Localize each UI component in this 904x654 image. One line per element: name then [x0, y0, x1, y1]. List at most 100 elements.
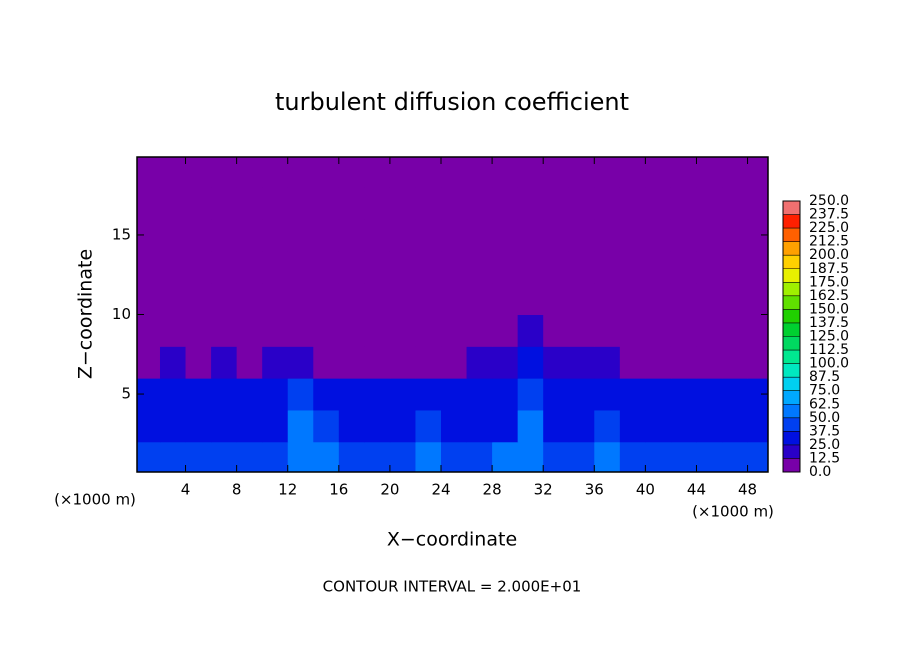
cell	[287, 378, 314, 411]
cell	[517, 378, 544, 411]
cell	[338, 250, 365, 284]
cell	[568, 378, 595, 411]
cell	[747, 409, 768, 443]
cell	[185, 250, 212, 284]
colorbar-label: 25.0	[809, 437, 840, 453]
cell	[722, 346, 749, 379]
cell	[619, 409, 646, 443]
colorbar-label: 200.0	[809, 247, 849, 263]
cell	[313, 250, 340, 284]
cell	[722, 219, 749, 252]
cell	[287, 346, 314, 379]
cell	[645, 314, 672, 347]
cell	[262, 378, 289, 411]
cell	[185, 157, 212, 188]
cell	[543, 409, 570, 443]
cell	[185, 409, 212, 443]
cell	[568, 441, 595, 472]
cell	[441, 157, 468, 188]
colorbar-swatch	[783, 458, 800, 472]
cell	[313, 409, 340, 443]
cell	[137, 441, 161, 472]
cell	[645, 219, 672, 252]
x-tick-label: 48	[738, 481, 757, 499]
cell	[466, 314, 493, 347]
cell	[338, 314, 365, 347]
cell	[364, 157, 391, 188]
cell	[543, 314, 570, 347]
cell	[137, 314, 161, 347]
colorbar-label: 137.5	[809, 315, 849, 331]
cell	[262, 314, 289, 347]
x-tick-label: 40	[636, 481, 655, 499]
colorbar-label: 87.5	[809, 369, 840, 385]
cell	[159, 282, 187, 315]
cell	[364, 441, 391, 472]
cell	[517, 187, 544, 220]
cell	[594, 409, 621, 443]
cell	[492, 378, 519, 411]
colorbar-label: 62.5	[809, 396, 840, 412]
cell	[441, 441, 468, 472]
colorbar-label: 162.5	[809, 288, 849, 304]
cell	[441, 346, 468, 379]
colorbar-swatch	[783, 309, 800, 323]
cell	[389, 250, 416, 284]
cell	[645, 346, 672, 379]
colorbar-swatch	[783, 377, 800, 391]
cell	[670, 441, 697, 472]
x-tick-label: 28	[483, 481, 502, 499]
cell	[338, 219, 365, 252]
cell	[747, 378, 768, 411]
cell	[185, 314, 212, 347]
cell	[211, 378, 238, 411]
cell	[236, 282, 263, 315]
cell	[517, 314, 544, 347]
annotation: CONTOUR INTERVAL = 2.000E+01	[323, 578, 582, 596]
cell	[722, 441, 749, 472]
cell	[137, 282, 161, 315]
cell	[696, 441, 723, 472]
cell	[236, 314, 263, 347]
cell	[543, 378, 570, 411]
cell	[645, 157, 672, 188]
cell	[619, 157, 646, 188]
colorbar-swatch	[783, 404, 800, 418]
cell	[492, 157, 519, 188]
cell	[415, 157, 442, 188]
cell	[211, 409, 238, 443]
cell	[670, 187, 697, 220]
cell	[722, 378, 749, 411]
colorbar-label: 75.0	[809, 383, 840, 399]
cell	[185, 346, 212, 379]
cell	[389, 282, 416, 315]
cell	[645, 250, 672, 284]
cell	[159, 314, 187, 347]
cell	[441, 250, 468, 284]
cell	[747, 441, 768, 472]
cell	[619, 314, 646, 347]
cell	[670, 409, 697, 443]
cell	[287, 250, 314, 284]
cell	[287, 219, 314, 252]
cell	[492, 346, 519, 379]
cell	[262, 250, 289, 284]
cell	[568, 187, 595, 220]
colorbar-swatch	[783, 444, 800, 459]
cell	[517, 409, 544, 443]
y-tick-label: 15	[112, 225, 131, 243]
cell	[389, 187, 416, 220]
cell	[236, 441, 263, 472]
cell	[594, 219, 621, 252]
cell	[159, 219, 187, 252]
cell	[670, 314, 697, 347]
cell	[137, 378, 161, 411]
cell	[137, 409, 161, 443]
cell	[415, 250, 442, 284]
colorbar-swatch	[783, 241, 800, 256]
cell	[517, 282, 544, 315]
cell	[645, 282, 672, 315]
cell	[670, 378, 697, 411]
cell	[415, 346, 442, 379]
cell	[364, 250, 391, 284]
